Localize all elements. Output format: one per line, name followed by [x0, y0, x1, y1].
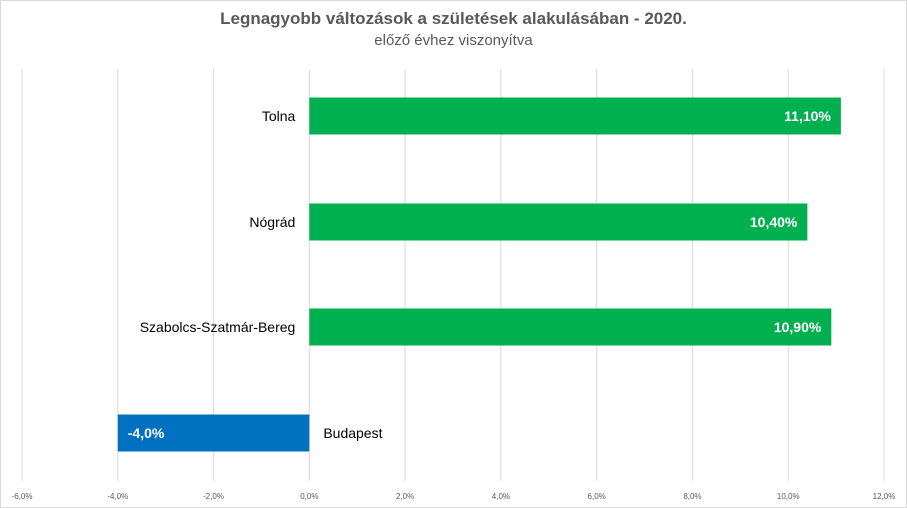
- data-label-3: -4,0%: [128, 425, 165, 441]
- category-label-1: Nógrád: [249, 214, 295, 230]
- category-label-0: Tolna: [262, 108, 296, 124]
- x-tick-label-1: -4,0%: [107, 492, 128, 501]
- bar-2: [309, 308, 832, 346]
- data-label-0: 11,10%: [784, 108, 831, 124]
- bar-0: [309, 97, 841, 135]
- bar-3: [117, 414, 310, 452]
- category-label-3: Budapest: [323, 425, 382, 441]
- x-tick-label-5: 4,0%: [492, 492, 510, 501]
- data-label-2: 10,90%: [774, 319, 822, 335]
- x-tick-label-7: 8,0%: [683, 492, 701, 501]
- x-tick-label-2: -2,0%: [203, 492, 224, 501]
- x-tick-label-0: -6,0%: [12, 492, 33, 501]
- x-tick-label-9: 12,0%: [873, 492, 896, 501]
- x-tick-label-8: 10,0%: [777, 492, 800, 501]
- x-tick-label-3: 0,0%: [300, 492, 318, 501]
- bar-1: [309, 203, 808, 241]
- category-label-2: Szabolcs-Szatmár-Bereg: [140, 319, 296, 335]
- x-tick-label-6: 6,0%: [588, 492, 606, 501]
- chart-subtitle: előző évhez viszonyítva: [374, 32, 533, 49]
- data-label-1: 10,40%: [750, 214, 798, 230]
- x-tick-label-4: 2,0%: [396, 492, 414, 501]
- chart-title: Legnagyobb változások a születések alaku…: [220, 9, 687, 28]
